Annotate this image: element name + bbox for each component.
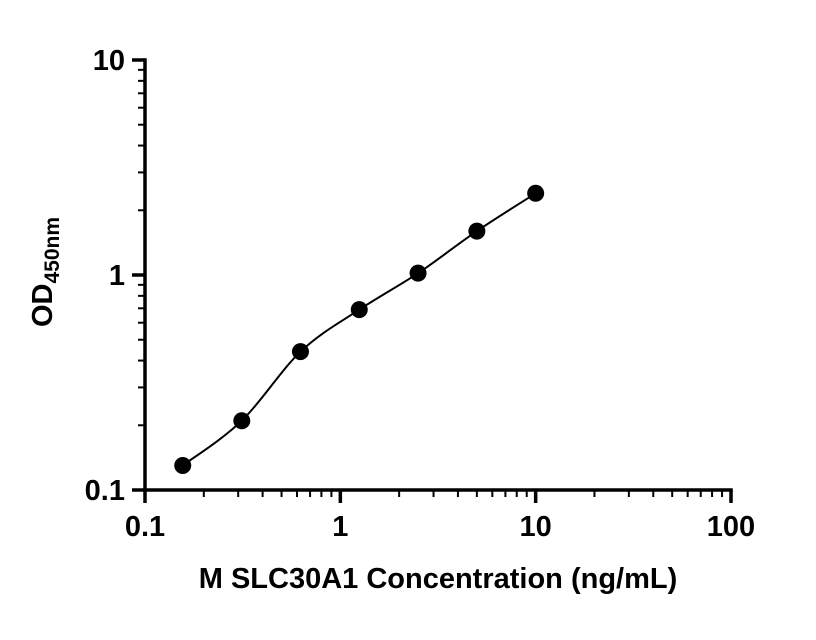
x-tick-label: 1: [332, 511, 348, 543]
data-point: [291, 343, 309, 361]
y-axis-title-main: OD: [27, 284, 59, 328]
x-tick-label: 0.1: [125, 511, 165, 543]
data-point: [174, 457, 192, 475]
y-tick-label: 0.1: [85, 475, 125, 507]
x-axis-title: M SLC30A1 Concentration (ng/mL): [199, 563, 678, 595]
y-tick-label: 1: [109, 260, 125, 292]
y-axis-title: OD450nm: [27, 217, 64, 327]
data-point: [468, 222, 486, 240]
y-tick-label: 10: [93, 45, 125, 77]
plot-area: 0.1 1 10 100 0.1 1 10: [85, 45, 756, 543]
x-tick-label: 10: [520, 511, 552, 543]
x-tick-label: 100: [707, 511, 755, 543]
data-point: [409, 264, 427, 282]
data-point: [233, 412, 251, 430]
data-point: [527, 184, 545, 202]
y-axis-title-sub: 450nm: [41, 217, 64, 284]
data-point: [350, 301, 368, 319]
